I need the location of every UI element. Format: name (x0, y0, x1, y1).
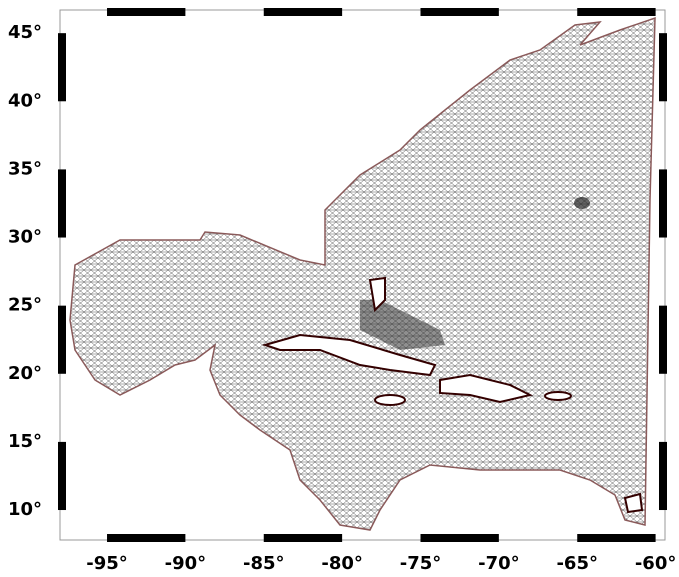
mesh (70, 18, 655, 530)
frame-bar (659, 169, 667, 237)
x-tick-label: -90° (165, 553, 207, 574)
x-tick-label: -65° (556, 553, 598, 574)
map: -95° -90° -85° -80° -75° -70° -65° -60° 10° 15° 20… (0, 0, 679, 577)
frame-bar (577, 534, 655, 542)
frame-bar (659, 442, 667, 510)
frame-bar (107, 534, 185, 542)
island-trinidad (625, 494, 642, 512)
frame-bar (420, 8, 498, 16)
y-tick-label: 20° (8, 363, 42, 384)
frame-bar (58, 33, 66, 101)
x-tick-label: -95° (86, 553, 128, 574)
frame-bar (107, 8, 185, 16)
island-puerto-rico (545, 392, 571, 400)
mesh-domain (70, 18, 655, 530)
x-tick-label: -70° (478, 553, 520, 574)
x-tick-label: -60° (635, 553, 677, 574)
frame-bar (659, 33, 667, 101)
frame-bar (577, 8, 655, 16)
y-tick-label: 15° (8, 431, 42, 452)
x-tick-label: -85° (243, 553, 285, 574)
y-tick-label: 10° (8, 499, 42, 520)
y-tick-label: 45° (8, 22, 42, 43)
frame-bar (264, 8, 342, 16)
frame-bar (58, 306, 66, 374)
y-tick-label: 25° (8, 295, 42, 316)
frame-bar (58, 169, 66, 237)
y-tick-label: 30° (8, 227, 42, 248)
y-tick-label: 35° (8, 158, 42, 179)
x-tick-label: -75° (400, 553, 442, 574)
frame-bar (659, 306, 667, 374)
y-tick-label: 40° (8, 90, 42, 111)
x-tick-label: -80° (321, 553, 363, 574)
frame-bar (420, 534, 498, 542)
frame-bar (58, 442, 66, 510)
island-jamaica (375, 395, 405, 405)
frame-bar (264, 534, 342, 542)
mesh-refinement (574, 197, 590, 209)
